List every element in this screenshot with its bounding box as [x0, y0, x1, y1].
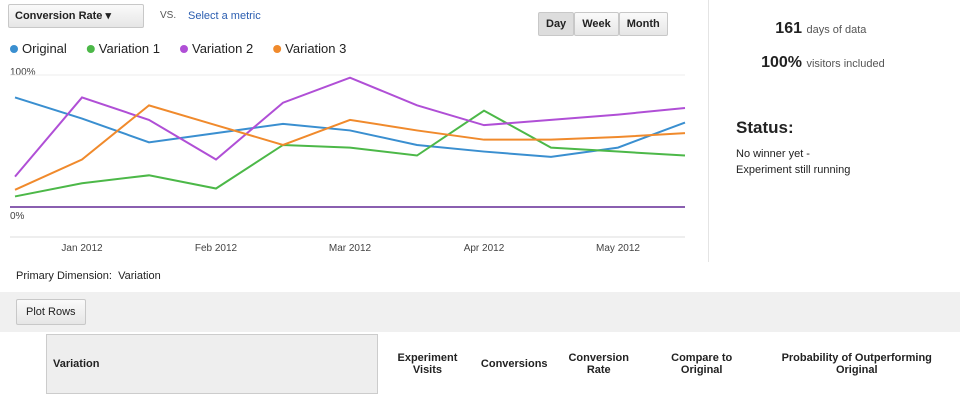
- stat-value: 161: [775, 20, 802, 37]
- y-tick-label: 100%: [10, 67, 36, 78]
- header-row: Variation Experiment Visits Conversions …: [46, 334, 957, 394]
- legend-dot: [86, 45, 95, 53]
- x-tick-label: Mar 2012: [329, 243, 372, 254]
- series-line: [14, 104, 686, 191]
- dimension-value: Variation: [118, 270, 161, 282]
- toolbar-band: [0, 292, 960, 332]
- header-cell[interactable]: Probability of Outperforming Original: [781, 352, 932, 376]
- stat-row: 161 days of data: [740, 20, 950, 54]
- dimension-label: Primary Dimension:: [16, 270, 112, 282]
- x-tick-label: Jan 2012: [61, 243, 103, 254]
- series-line: [14, 76, 686, 178]
- status-line: No winner yet -: [736, 148, 810, 160]
- month-button[interactable]: Month: [618, 12, 668, 36]
- stat-label: visitors included: [806, 58, 885, 70]
- series-line: [14, 109, 686, 198]
- header-cell[interactable]: Compare to Original: [671, 352, 733, 376]
- header-cell[interactable]: Conversions: [480, 358, 548, 370]
- header-cell[interactable]: Experiment Visits: [397, 352, 458, 376]
- legend-label: Variation 2: [192, 41, 253, 56]
- results-table: Variation Experiment Visits Conversions …: [46, 334, 956, 394]
- legend-label: Variation 1: [99, 41, 160, 56]
- week-button[interactable]: Week: [574, 12, 619, 36]
- status-line: Experiment still running: [736, 164, 851, 176]
- stats: 161 days of data 100% visitors included: [740, 20, 950, 72]
- metric-label: Conversion Rate: [15, 10, 103, 22]
- legend-label: Variation 3: [285, 41, 346, 56]
- stat-label: days of data: [806, 24, 867, 36]
- x-tick-label: Feb 2012: [195, 243, 238, 254]
- plot-rows-button[interactable]: Plot Rows: [16, 299, 86, 325]
- series-line: [14, 96, 686, 158]
- header-cell[interactable]: Variation: [46, 334, 378, 394]
- metric-dropdown[interactable]: Conversion Rate ▾: [8, 4, 144, 28]
- y-tick-label: 0%: [10, 211, 25, 222]
- legend-dot: [179, 45, 188, 53]
- dimension: Primary Dimension: Variation: [16, 270, 161, 282]
- x-tick-label: May 2012: [596, 243, 640, 254]
- period-buttons: Day Week Month: [538, 12, 668, 36]
- legend-dot: [273, 45, 282, 53]
- status-text: No winner yet - Experiment still running: [736, 146, 850, 178]
- status-title: Status:: [736, 118, 794, 137]
- vs-label: VS.: [160, 10, 177, 21]
- divider: [708, 0, 709, 262]
- stat-row: 100% visitors included: [740, 54, 950, 72]
- x-tick-label: Apr 2012: [464, 243, 505, 254]
- header-cell[interactable]: Conversion Rate: [568, 352, 629, 376]
- chart: Original Variation 1 Variation 2 Variation …: [10, 41, 686, 254]
- day-button[interactable]: Day: [538, 12, 575, 36]
- stat-value: 100%: [761, 54, 802, 71]
- legend-dot: [10, 45, 18, 53]
- select-metric[interactable]: Select a metric: [188, 10, 261, 22]
- legend-label: Original: [22, 41, 67, 56]
